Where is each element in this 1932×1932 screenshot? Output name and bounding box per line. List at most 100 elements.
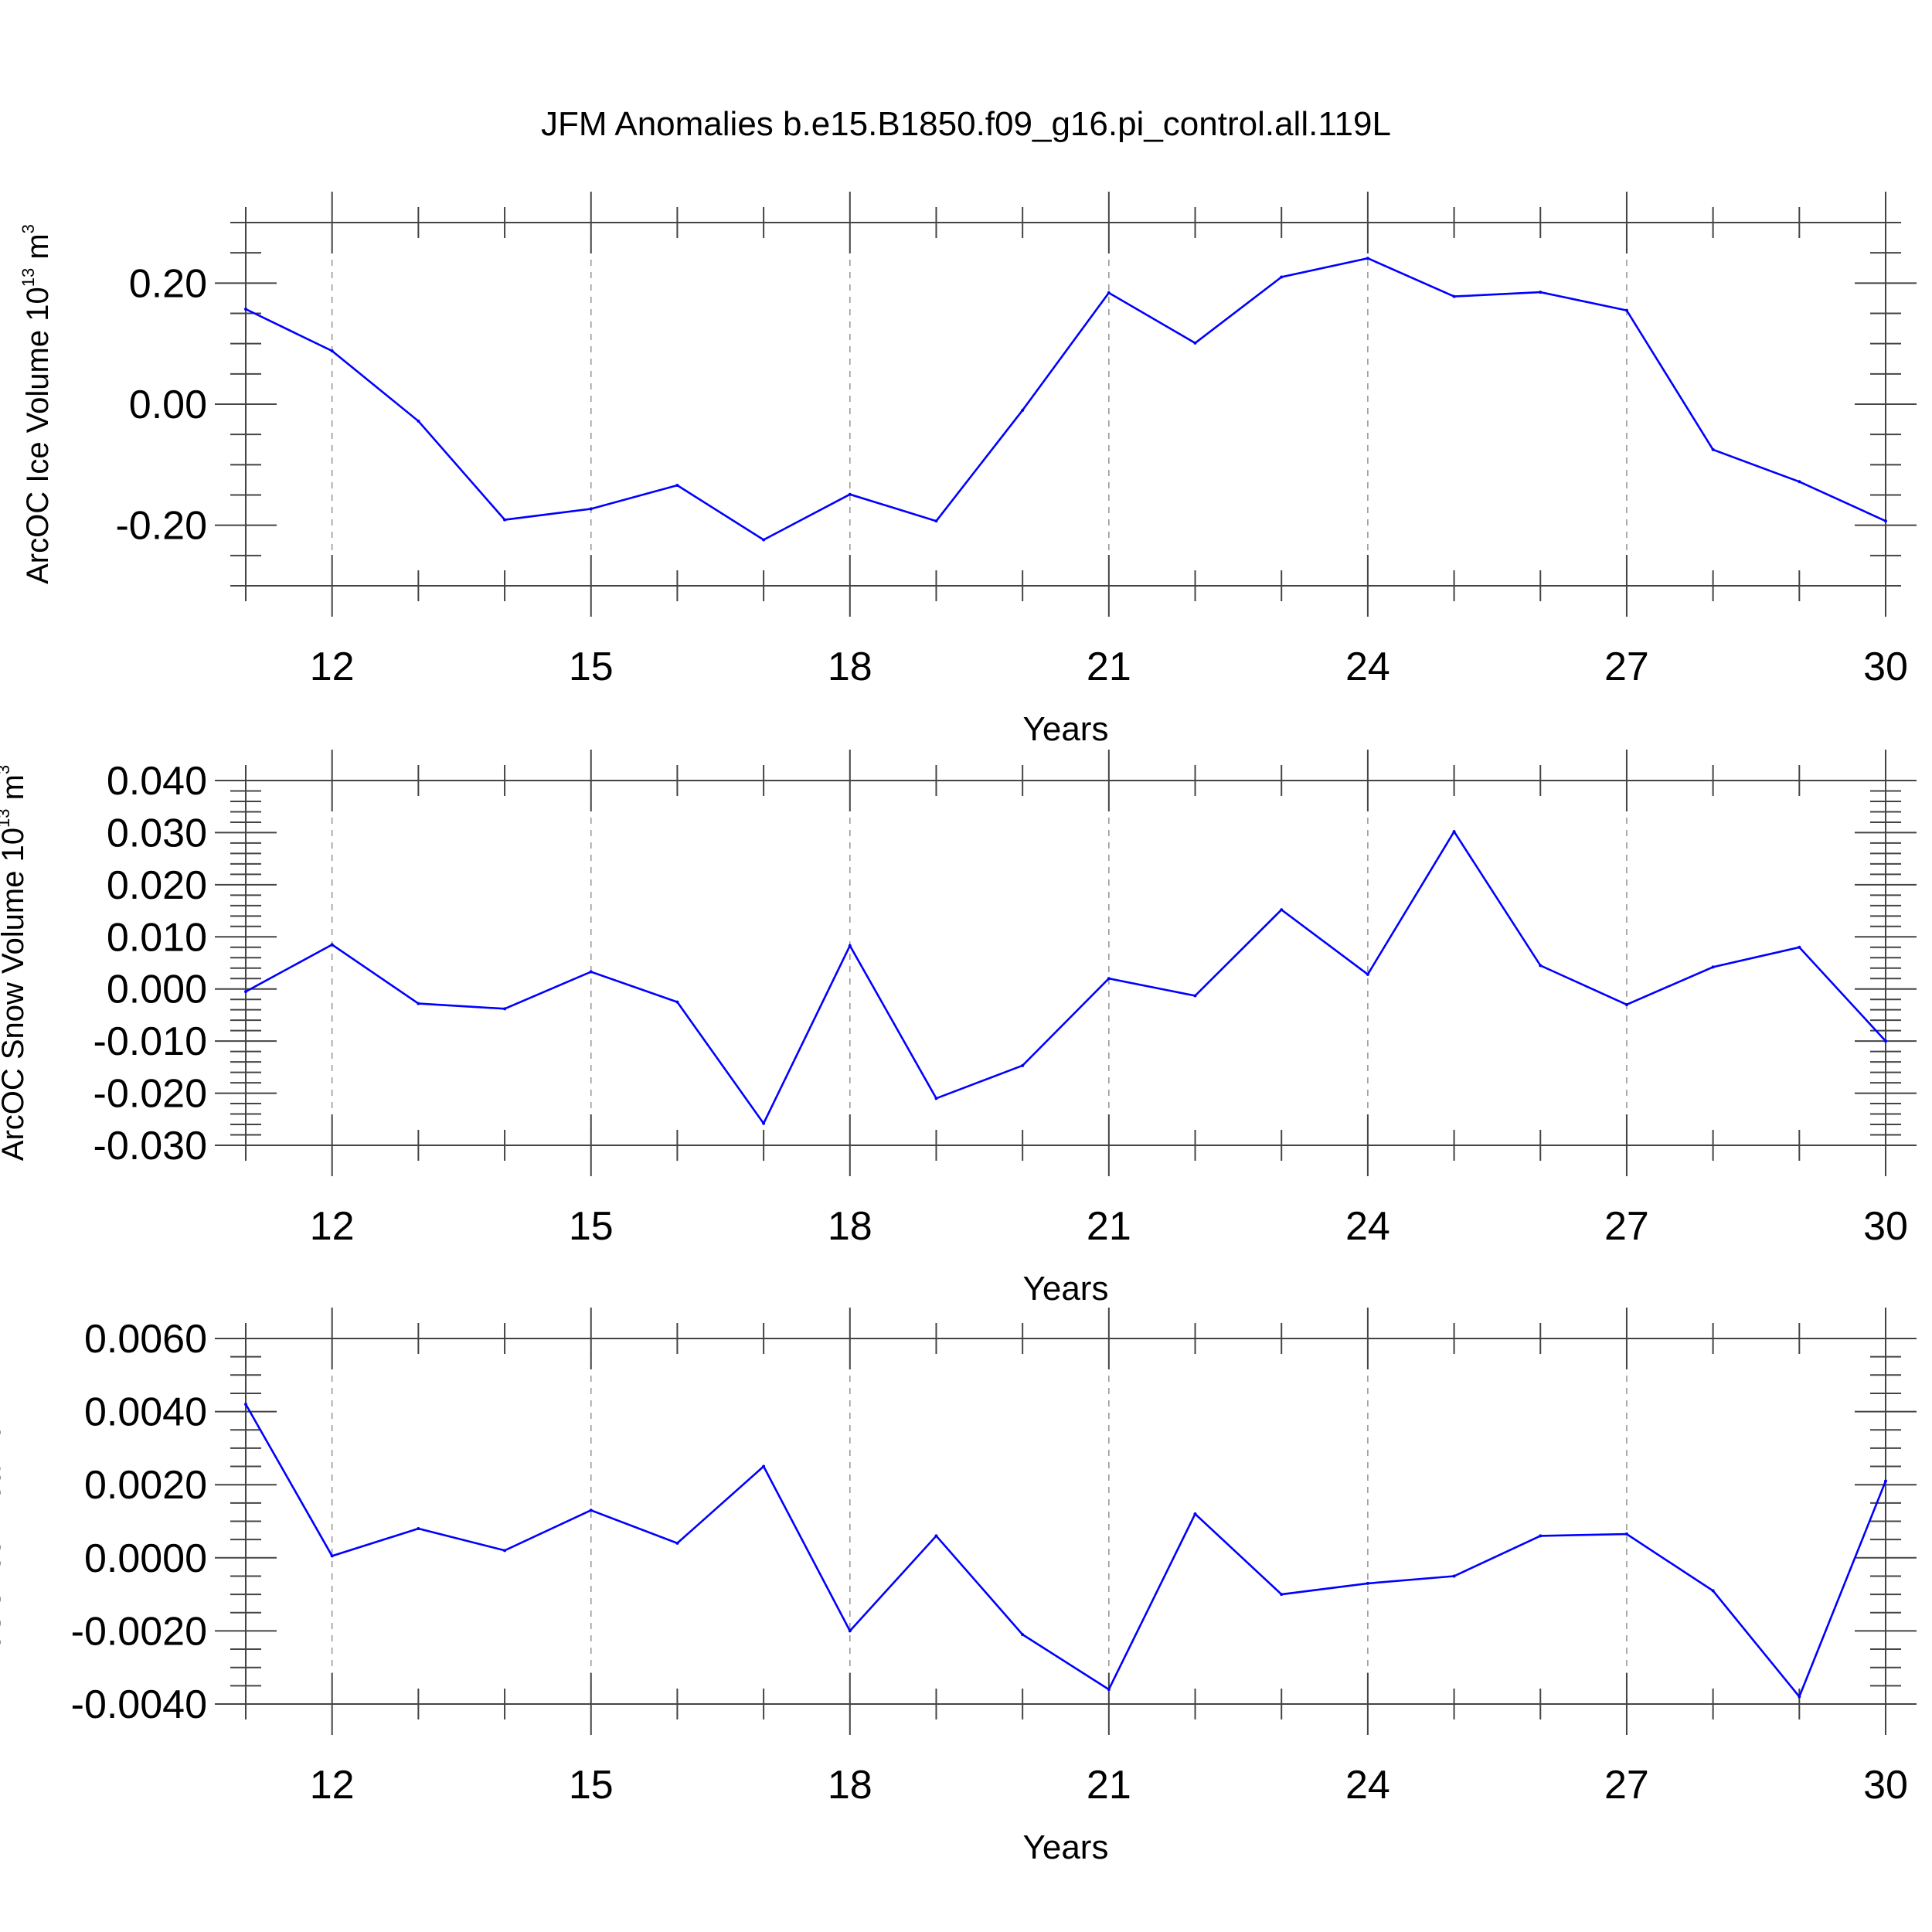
x-tick-label: 15 <box>569 645 614 689</box>
data-point <box>503 518 507 522</box>
y-tick-label: 0.010 <box>107 915 207 960</box>
y-tick-label: 0.20 <box>129 261 207 306</box>
data-point <box>1884 519 1887 523</box>
data-point <box>1798 480 1801 484</box>
data-point <box>503 1549 507 1553</box>
data-point <box>1021 1633 1025 1637</box>
y-tick-label: 0.0020 <box>84 1463 207 1508</box>
data-point <box>934 1097 938 1100</box>
y-tick-label: 0.00 <box>129 383 207 427</box>
x-tick-label: 15 <box>569 1763 614 1808</box>
x-tick-label: 27 <box>1604 1204 1649 1249</box>
chart-panels: -0.20 0.00 0.20 12 15 18 21 24 27 30 Years ArcOC Ic… <box>0 192 1917 1866</box>
data-point <box>1366 1581 1369 1585</box>
y-axis-label-text: ArcOC Ice Area 10 <box>0 1423 7 1681</box>
data-point <box>1193 994 1197 998</box>
series-line <box>245 829 1886 1126</box>
data-point <box>1107 291 1111 294</box>
y-axis-label-superscript: 3 <box>0 765 13 774</box>
data-point <box>1884 1039 1887 1043</box>
data-point <box>503 1007 507 1011</box>
data-point <box>1021 1063 1025 1067</box>
x-tick-label: 30 <box>1863 1763 1908 1808</box>
data-point <box>1280 275 1284 279</box>
y-tick-label: -0.20 <box>115 504 207 549</box>
panel-2: -0.030 -0.020 -0.010 0.000 0.010 0.020 0.030 0.… <box>0 750 1917 1308</box>
y-axis-label-superscript: 13 <box>19 268 38 287</box>
x-tick-label: 12 <box>310 1204 355 1249</box>
data-point <box>1539 291 1543 294</box>
data-point <box>934 1534 938 1538</box>
data-point <box>1107 1688 1111 1692</box>
data-point <box>589 1509 593 1512</box>
x-axis-label: Years <box>1023 710 1109 748</box>
x-tick-label: 21 <box>1087 645 1131 689</box>
data-point <box>589 507 593 511</box>
y-axis-label-text: ArcOC Ice Volume 10 <box>21 287 55 584</box>
data-point <box>330 943 334 947</box>
x-tick-label: 30 <box>1863 1204 1908 1249</box>
y-axis-label: ArcOC Ice Area 1013 m2 <box>0 1361 7 1682</box>
data-point <box>1884 1479 1887 1483</box>
y-tick-label: -0.0040 <box>71 1682 207 1727</box>
data-point <box>1452 830 1456 834</box>
data-point <box>1021 408 1025 412</box>
data-point <box>1452 294 1456 298</box>
data-point <box>244 990 247 994</box>
y-tick-label: -0.020 <box>94 1072 207 1117</box>
data-point <box>1280 908 1284 912</box>
data-point <box>1193 341 1197 345</box>
y-axis-label-text: ArcOC Snow Volume 10 <box>0 828 30 1161</box>
data-point <box>675 483 679 487</box>
data-point <box>848 492 852 496</box>
data-point <box>1539 964 1543 968</box>
data-point <box>848 944 852 947</box>
y-axis-label: ArcOC Ice Volume 1013 m3 <box>19 224 55 584</box>
y-tick-label: -0.030 <box>94 1124 207 1168</box>
y-axis-label-text: m <box>21 233 55 267</box>
panel-1: -0.20 0.00 0.20 12 15 18 21 24 27 30 Years ArcOC Ic… <box>19 192 1917 748</box>
y-tick-label: 0.030 <box>107 811 207 855</box>
data-point <box>762 1464 766 1468</box>
x-tick-label: 18 <box>828 1204 872 1249</box>
data-point <box>1452 1574 1456 1578</box>
y-tick-label: -0.010 <box>94 1019 207 1064</box>
x-tick-label: 21 <box>1087 1204 1131 1249</box>
data-point <box>417 1526 420 1530</box>
y-axis-label: ArcOC Snow Volume 1013 m3 <box>0 765 30 1161</box>
y-axis-label-superscript: 13 <box>0 808 13 827</box>
data-point <box>1711 1589 1715 1593</box>
y-axis-label-text: m <box>0 774 30 808</box>
x-tick-label: 27 <box>1604 645 1649 689</box>
data-point <box>330 1554 334 1558</box>
x-tick-label: 18 <box>828 645 872 689</box>
x-tick-label: 24 <box>1345 645 1390 689</box>
data-point <box>675 1000 679 1004</box>
series-line <box>244 1403 1887 1699</box>
y-tick-label: 0.0000 <box>84 1536 207 1581</box>
series-line <box>245 257 1886 542</box>
data-point <box>1193 1512 1197 1516</box>
data-point <box>762 1121 766 1125</box>
y-axis-label-text: m <box>0 1370 7 1404</box>
x-tick-label: 24 <box>1345 1204 1390 1249</box>
x-tick-label: 18 <box>828 1763 872 1808</box>
x-tick-label: 27 <box>1604 1763 1649 1808</box>
data-point <box>1624 308 1628 312</box>
data-point <box>1711 447 1715 451</box>
x-axis-label: Years <box>1023 1270 1109 1308</box>
x-axis-label: Years <box>1023 1828 1109 1866</box>
data-point <box>934 519 938 523</box>
data-point <box>1624 1532 1628 1536</box>
y-axis-label-superscript: 3 <box>19 224 38 233</box>
data-point <box>848 1629 852 1633</box>
data-point <box>1366 257 1369 260</box>
data-point <box>244 1403 247 1406</box>
panel-3: -0.0040 -0.0020 0.0000 0.0020 0.0040 0.0060 12… <box>0 1308 1917 1866</box>
data-point <box>417 1002 420 1005</box>
x-tick-label: 12 <box>310 645 355 689</box>
data-point <box>1280 1593 1284 1597</box>
data-point <box>762 538 766 542</box>
y-tick-label: 0.040 <box>107 759 207 804</box>
